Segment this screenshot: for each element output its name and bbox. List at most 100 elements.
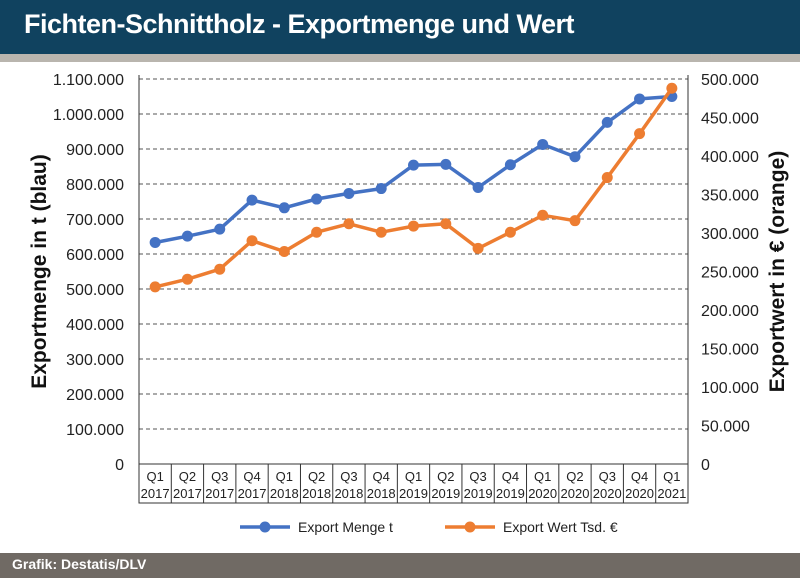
y-left-tick-label: 200.000 [66,387,124,404]
data-point-export-wert [440,218,452,230]
source-credit: Grafik: Destatis/DLV [12,556,147,572]
data-point-export-menge [504,159,516,171]
data-point-export-menge [375,183,387,195]
y-right-tick-label: 250.000 [701,265,759,282]
data-point-export-wert [601,172,613,184]
y-right-tick-label: 500.000 [701,72,759,89]
data-point-export-wert [569,215,581,227]
data-point-export-menge [278,202,290,214]
data-point-export-menge [311,193,323,205]
header-divider [0,54,800,62]
data-point-export-wert [278,245,290,257]
data-point-export-menge [537,138,549,150]
y-right-tick-label: 400.000 [701,149,759,166]
x-tick-label-quarter: Q1 [534,469,551,484]
y-left-tick-label: 500.000 [66,282,124,299]
legend-swatch-marker-export-menge [259,521,271,533]
data-point-export-wert [149,281,161,293]
y-left-tick-label: 600.000 [66,247,124,264]
y-right-tick-label: 150.000 [701,342,759,359]
x-tick-label-year: 2018 [302,486,331,501]
data-point-export-wert [181,273,193,285]
x-tick-label-quarter: Q3 [599,469,616,484]
data-point-export-menge [149,236,161,248]
x-tick-label-year: 2018 [270,486,299,501]
x-tick-label-quarter: Q2 [179,469,196,484]
data-point-export-wert [472,242,484,254]
x-tick-label-year: 2017 [173,486,202,501]
data-point-export-menge [440,158,452,170]
x-tick-label-year: 2017 [141,486,170,501]
data-point-export-menge [246,194,258,206]
x-tick-label-quarter: Q4 [373,469,390,484]
x-tick-label-quarter: Q1 [276,469,293,484]
category-table-border [138,463,689,504]
y-left-axis-title: Exportmenge in t (blau) [28,154,51,389]
x-tick-label-year: 2019 [399,486,428,501]
data-point-export-wert [375,226,387,238]
data-point-export-wert [504,226,516,238]
y-right-axis-title: Exportwert in € (orange) [766,151,789,393]
data-point-export-wert [408,220,419,232]
data-point-export-menge [181,230,193,242]
series-line-export-wert [154,87,674,289]
y-left-tick-label: 300.000 [66,352,124,369]
data-point-export-wert [311,226,323,238]
x-tick-label-year: 2017 [238,486,267,501]
chart-title: Fichten-Schnittholz - Exportmenge und We… [24,9,575,39]
x-tick-label-quarter: Q3 [211,469,228,484]
data-point-export-menge [408,159,419,171]
data-point-export-wert [666,82,678,94]
data-point-export-menge [601,116,613,128]
data-point-export-wert [537,209,549,221]
data-point-export-menge [569,151,581,163]
x-tick-label-quarter: Q1 [663,469,680,484]
x-tick-label-year: 2019 [464,486,493,501]
data-point-export-wert [343,218,355,230]
y-right-tick-label: 50.000 [701,419,750,436]
data-point-export-menge [634,93,646,105]
x-tick-label-year: 2018 [367,486,396,501]
legend-label-export-menge: Export Menge t [298,519,393,535]
y-left-tick-label: 900.000 [66,142,124,159]
x-tick-label-year: 2021 [657,486,686,501]
data-point-export-menge [472,182,484,193]
legend-label-export-wert: Export Wert Tsd. € [503,519,618,535]
x-tick-label-quarter: Q2 [566,469,583,484]
x-tick-label-quarter: Q1 [405,469,422,484]
x-tick-label-quarter: Q3 [340,469,357,484]
data-point-export-wert [634,128,646,140]
x-tick-label-quarter: Q4 [502,469,519,484]
x-tick-label-year: 2019 [496,486,525,501]
y-left-tick-label: 1.000.000 [53,107,124,124]
y-right-tick-label: 0 [701,457,710,474]
x-tick-label-year: 2018 [334,486,363,501]
x-tick-label-quarter: Q3 [469,469,486,484]
legend-swatch-marker-export-wert [464,521,476,533]
y-right-tick-label: 100.000 [701,380,759,397]
x-tick-label-quarter: Q2 [308,469,325,484]
x-tick-label-quarter: Q4 [631,469,648,484]
y-left-tick-label: 700.000 [66,212,124,229]
data-point-export-wert [214,263,226,275]
x-tick-label-quarter: Q2 [437,469,454,484]
x-tick-label-year: 2020 [528,486,557,501]
y-right-tick-label: 450.000 [701,111,759,128]
data-point-export-wert [246,235,258,247]
y-right-tick-label: 300.000 [701,226,759,243]
y-left-tick-label: 400.000 [66,317,124,334]
x-tick-label-quarter: Q4 [243,469,260,484]
x-tick-label-year: 2020 [561,486,590,501]
footer-bar: Grafik: Destatis/DLV [0,553,800,578]
x-tick-label-year: 2019 [431,486,460,501]
y-left-tick-label: 0 [115,457,124,474]
y-left-tick-label: 100.000 [66,422,124,439]
y-right-tick-label: 200.000 [701,303,759,320]
y-left-tick-label: 1.100.000 [53,72,124,89]
data-point-export-menge [214,223,226,235]
y-left-tick-label: 800.000 [66,177,124,194]
x-tick-label-year: 2020 [593,486,622,501]
y-right-tick-label: 350.000 [701,188,759,205]
title-bar: Fichten-Schnittholz - Exportmenge und We… [0,0,800,54]
x-tick-label-year: 2017 [205,486,234,501]
